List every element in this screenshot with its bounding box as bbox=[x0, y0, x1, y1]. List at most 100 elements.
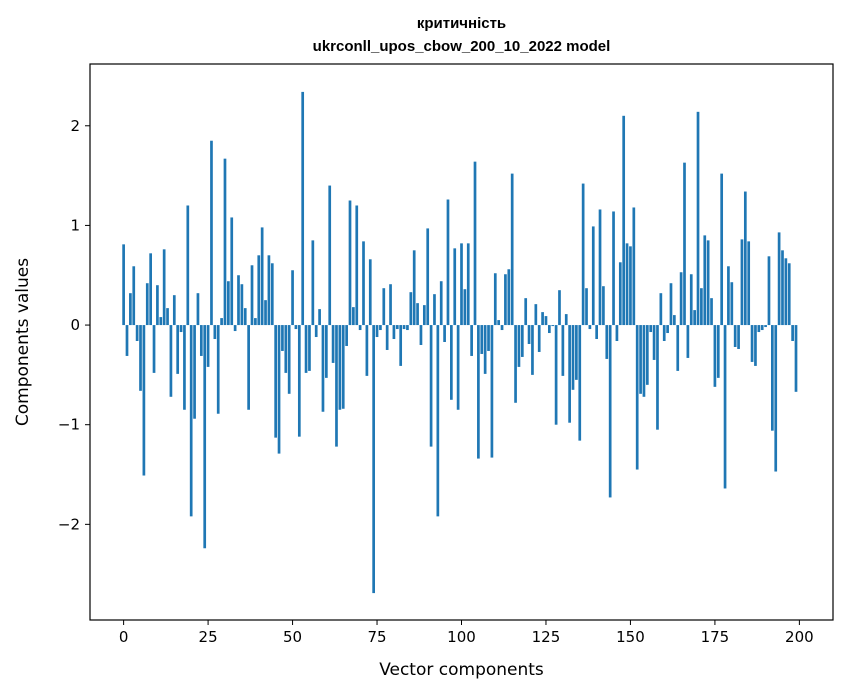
bar-17 bbox=[179, 325, 183, 333]
bar-125 bbox=[544, 316, 548, 326]
bar-140 bbox=[595, 325, 598, 340]
bar-162 bbox=[669, 283, 673, 326]
bar-116 bbox=[514, 325, 517, 403]
bar-50 bbox=[291, 270, 294, 326]
bar-132 bbox=[568, 325, 571, 423]
bar-151 bbox=[632, 207, 636, 326]
bar-179 bbox=[727, 266, 730, 326]
bar-64 bbox=[338, 325, 342, 410]
bar-165 bbox=[679, 272, 683, 326]
bar-152 bbox=[635, 325, 639, 470]
bar-73 bbox=[368, 259, 372, 326]
bar-160 bbox=[662, 325, 666, 341]
bar-171 bbox=[700, 288, 703, 326]
bar-110 bbox=[493, 273, 497, 326]
bar-11 bbox=[159, 317, 163, 326]
bar-37 bbox=[247, 325, 250, 410]
bar-68 bbox=[352, 307, 355, 326]
bar-9 bbox=[152, 325, 156, 373]
x-tick-label: 50 bbox=[283, 628, 302, 646]
y-tick-label: 2 bbox=[70, 117, 80, 135]
bar-10 bbox=[156, 285, 159, 326]
bar-123 bbox=[537, 325, 541, 352]
bar-182 bbox=[737, 325, 740, 349]
bar-66 bbox=[345, 325, 348, 346]
bar-199 bbox=[794, 325, 798, 392]
bar-61 bbox=[328, 185, 332, 326]
bar-114 bbox=[507, 269, 511, 326]
bar-176 bbox=[716, 325, 720, 378]
bar-59 bbox=[321, 325, 325, 412]
bar-108 bbox=[487, 325, 490, 351]
bar-124 bbox=[541, 312, 544, 326]
bar-25 bbox=[206, 325, 210, 367]
bar-24 bbox=[203, 325, 207, 549]
bar-7 bbox=[145, 283, 149, 326]
bar-60 bbox=[325, 325, 328, 378]
bar-75 bbox=[375, 325, 379, 338]
bar-88 bbox=[419, 325, 423, 345]
bar-55 bbox=[308, 325, 311, 371]
bar-96 bbox=[446, 199, 450, 326]
bar-44 bbox=[270, 263, 274, 326]
bar-99 bbox=[456, 325, 460, 410]
bar-86 bbox=[412, 250, 416, 326]
bar-150 bbox=[629, 246, 632, 326]
bar-95 bbox=[443, 325, 446, 342]
bar-87 bbox=[416, 303, 419, 326]
bar-166 bbox=[683, 162, 686, 326]
bar-174 bbox=[710, 298, 713, 326]
bar-158 bbox=[656, 325, 659, 430]
bar-180 bbox=[730, 282, 734, 326]
bar-113 bbox=[504, 274, 507, 326]
bar-137 bbox=[585, 288, 588, 326]
bar-142 bbox=[602, 286, 605, 326]
x-axis-ticks: 0 25 50 75 100 125 150 175 200 bbox=[119, 620, 814, 646]
bar-156 bbox=[649, 325, 653, 333]
bar-22 bbox=[196, 293, 200, 326]
bar-147 bbox=[618, 262, 622, 326]
bar-15 bbox=[172, 295, 176, 326]
bar-183 bbox=[740, 239, 744, 326]
y-tick-label: −2 bbox=[58, 515, 80, 533]
bar-186 bbox=[750, 325, 754, 362]
bar-198 bbox=[791, 325, 794, 341]
bar-145 bbox=[612, 211, 615, 326]
bar-0 bbox=[122, 244, 125, 326]
bar-41 bbox=[260, 227, 264, 326]
bar-67 bbox=[348, 200, 352, 326]
bar-5 bbox=[139, 325, 142, 391]
bar-109 bbox=[490, 325, 494, 458]
bar-31 bbox=[227, 281, 230, 326]
bar-149 bbox=[625, 243, 629, 326]
bar-193 bbox=[774, 325, 778, 472]
bar-84 bbox=[406, 325, 409, 331]
bar-54 bbox=[304, 325, 308, 373]
bar-127 bbox=[551, 325, 555, 327]
bar-78 bbox=[385, 325, 389, 350]
bar-169 bbox=[693, 310, 696, 326]
bar-167 bbox=[686, 325, 690, 358]
bar-185 bbox=[747, 241, 751, 326]
bar-91 bbox=[429, 325, 433, 447]
bar-164 bbox=[676, 325, 680, 371]
bar-89 bbox=[422, 305, 426, 326]
bar-136 bbox=[581, 183, 585, 326]
bar-111 bbox=[497, 320, 501, 326]
bar-163 bbox=[673, 315, 676, 326]
bar-16 bbox=[176, 325, 180, 374]
bar-34 bbox=[237, 275, 240, 326]
bar-90 bbox=[426, 228, 430, 326]
bar-106 bbox=[480, 325, 484, 354]
x-tick-label: 75 bbox=[367, 628, 386, 646]
bar-130 bbox=[561, 325, 565, 376]
bar-184 bbox=[743, 191, 747, 326]
bar-40 bbox=[257, 255, 261, 326]
bar-190 bbox=[764, 325, 767, 328]
bar-13 bbox=[166, 308, 169, 326]
bar-138 bbox=[588, 325, 592, 330]
bar-56 bbox=[311, 240, 315, 326]
x-tick-label: 150 bbox=[616, 628, 645, 646]
bar-43 bbox=[267, 255, 271, 326]
